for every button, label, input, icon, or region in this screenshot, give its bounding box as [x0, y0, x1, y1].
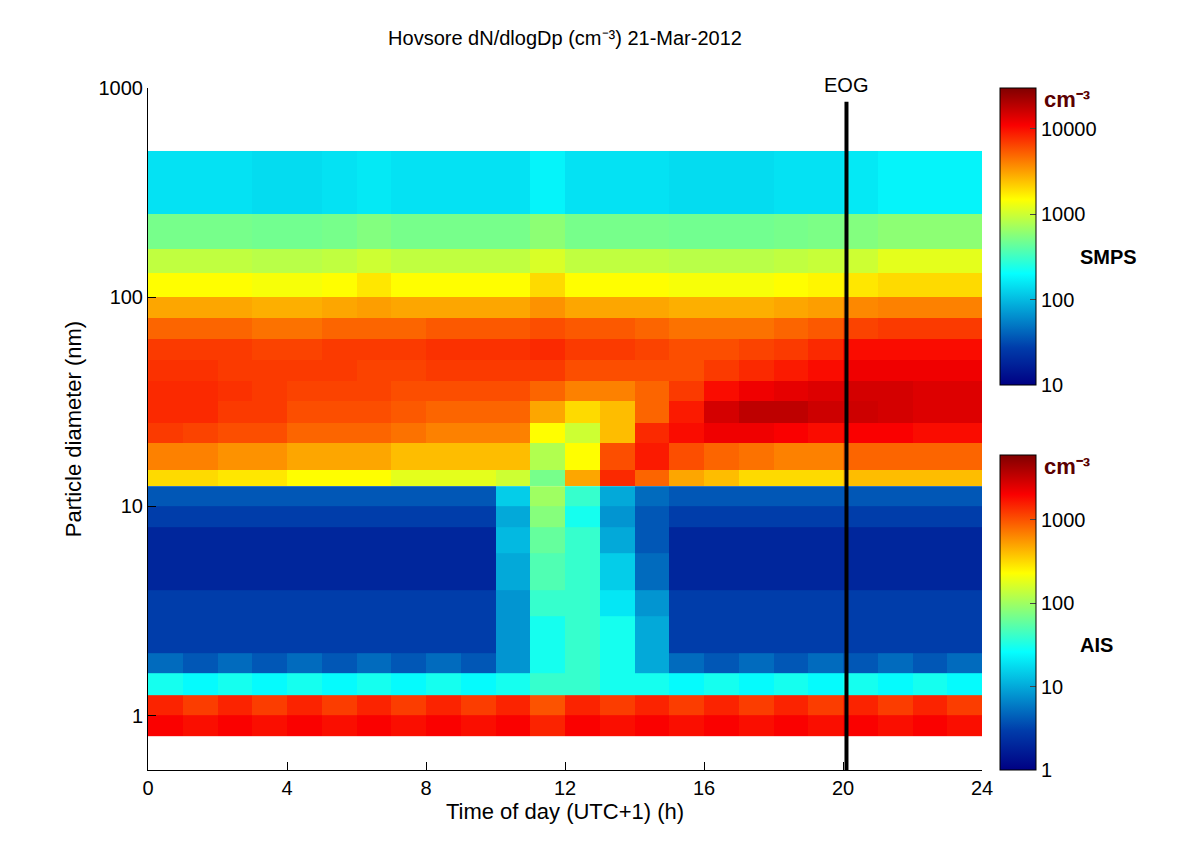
svg-text:8: 8: [420, 777, 431, 799]
svg-text:10: 10: [121, 495, 143, 517]
svg-text:16: 16: [693, 777, 715, 799]
svg-text:12: 12: [554, 777, 576, 799]
svg-text:100: 100: [1041, 592, 1074, 614]
svg-text:Time of day (UTC+1) (h): Time of day (UTC+1) (h): [446, 799, 684, 824]
svg-text:AIS: AIS: [1080, 634, 1113, 656]
svg-text:1: 1: [132, 705, 143, 727]
svg-text:10000: 10000: [1041, 118, 1097, 140]
svg-text:1000: 1000: [1041, 203, 1086, 225]
svg-text:100: 100: [1041, 289, 1074, 311]
svg-text:4: 4: [281, 777, 292, 799]
svg-text:1000: 1000: [99, 77, 144, 99]
svg-text:Particle diameter (nm): Particle diameter (nm): [61, 321, 86, 537]
svg-text:Hovsore dN/dlogDp (cm⁻³) 21-Ma: Hovsore dN/dlogDp (cm⁻³) 21-Mar-2012: [388, 27, 742, 49]
svg-text:100: 100: [110, 286, 143, 308]
svg-text:1: 1: [1041, 759, 1052, 781]
svg-text:SMPS: SMPS: [1080, 246, 1137, 268]
svg-text:0: 0: [142, 777, 153, 799]
svg-text:EOG: EOG: [824, 74, 868, 96]
svg-text:cm⁻³: cm⁻³: [1044, 87, 1090, 112]
svg-text:20: 20: [832, 777, 854, 799]
svg-text:cm⁻³: cm⁻³: [1044, 454, 1090, 479]
svg-text:1000: 1000: [1041, 509, 1086, 531]
svg-text:10: 10: [1041, 374, 1063, 396]
svg-text:24: 24: [971, 777, 993, 799]
svg-text:10: 10: [1041, 676, 1063, 698]
